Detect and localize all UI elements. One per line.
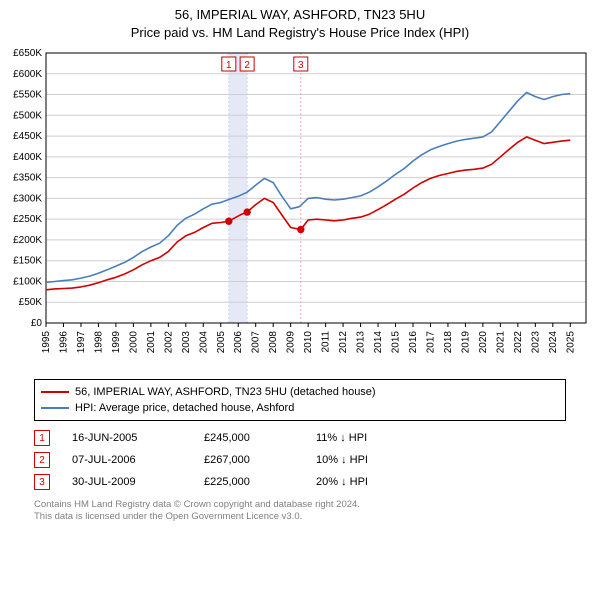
- sale-price: £267,000: [204, 454, 294, 466]
- svg-text:2005: 2005: [216, 331, 227, 354]
- svg-text:£550K: £550K: [13, 90, 42, 101]
- svg-text:2016: 2016: [408, 331, 419, 354]
- sale-marker-icon: 2: [34, 452, 50, 468]
- svg-text:2003: 2003: [181, 331, 192, 354]
- svg-text:2009: 2009: [286, 331, 297, 354]
- sale-diff: 11% ↓ HPI: [316, 432, 396, 444]
- sale-row: 1 16-JUN-2005 £245,000 11% ↓ HPI: [34, 427, 566, 449]
- sale-marker-icon: 3: [34, 474, 50, 490]
- sale-date: 07-JUL-2006: [72, 454, 182, 466]
- sale-diff: 10% ↓ HPI: [316, 454, 396, 466]
- svg-text:3: 3: [298, 60, 304, 71]
- svg-text:2000: 2000: [128, 331, 139, 354]
- svg-text:£250K: £250K: [13, 214, 42, 225]
- svg-text:1999: 1999: [111, 331, 122, 354]
- svg-text:1996: 1996: [58, 331, 69, 354]
- svg-text:1: 1: [226, 60, 232, 71]
- legend-swatch: [41, 407, 69, 409]
- sale-diff: 20% ↓ HPI: [316, 476, 396, 488]
- legend: 56, IMPERIAL WAY, ASHFORD, TN23 5HU (det…: [34, 379, 566, 421]
- svg-text:2006: 2006: [233, 331, 244, 354]
- chart-titles: 56, IMPERIAL WAY, ASHFORD, TN23 5HU Pric…: [0, 0, 600, 43]
- footer-line: This data is licensed under the Open Gov…: [34, 511, 566, 523]
- svg-text:£400K: £400K: [13, 152, 42, 163]
- svg-text:2019: 2019: [460, 331, 471, 354]
- svg-text:2007: 2007: [251, 331, 262, 354]
- svg-text:£300K: £300K: [13, 193, 42, 204]
- title-address: 56, IMPERIAL WAY, ASHFORD, TN23 5HU: [0, 6, 600, 24]
- svg-text:2025: 2025: [565, 331, 576, 354]
- svg-text:2010: 2010: [303, 331, 314, 354]
- svg-text:2020: 2020: [478, 331, 489, 354]
- svg-text:2011: 2011: [321, 331, 332, 353]
- legend-label: 56, IMPERIAL WAY, ASHFORD, TN23 5HU (det…: [75, 386, 376, 398]
- legend-swatch: [41, 391, 69, 393]
- svg-text:1995: 1995: [41, 331, 52, 354]
- svg-text:£600K: £600K: [13, 69, 42, 80]
- svg-text:2001: 2001: [146, 331, 157, 354]
- sale-row: 2 07-JUL-2006 £267,000 10% ↓ HPI: [34, 449, 566, 471]
- svg-text:£50K: £50K: [19, 297, 43, 308]
- sale-marker-icon: 1: [34, 430, 50, 446]
- svg-text:2024: 2024: [548, 331, 559, 354]
- svg-text:2018: 2018: [443, 331, 454, 354]
- svg-text:£150K: £150K: [13, 256, 42, 267]
- title-subtitle: Price paid vs. HM Land Registry's House …: [0, 24, 600, 42]
- svg-text:2015: 2015: [391, 331, 402, 354]
- svg-text:£100K: £100K: [13, 277, 42, 288]
- svg-text:£0: £0: [31, 318, 43, 329]
- sale-row: 3 30-JUL-2009 £225,000 20% ↓ HPI: [34, 471, 566, 493]
- sale-date: 30-JUL-2009: [72, 476, 182, 488]
- svg-text:2023: 2023: [530, 331, 541, 354]
- svg-text:£450K: £450K: [13, 131, 42, 142]
- svg-text:2013: 2013: [356, 331, 367, 354]
- svg-text:2012: 2012: [338, 331, 349, 354]
- sales-table: 1 16-JUN-2005 £245,000 11% ↓ HPI 2 07-JU…: [34, 427, 566, 493]
- legend-label: HPI: Average price, detached house, Ashf…: [75, 402, 294, 414]
- svg-text:£650K: £650K: [13, 48, 42, 59]
- svg-text:£350K: £350K: [13, 173, 42, 184]
- svg-text:2021: 2021: [495, 331, 506, 354]
- svg-text:1997: 1997: [76, 331, 87, 354]
- footer-line: Contains HM Land Registry data © Crown c…: [34, 499, 566, 511]
- sale-price: £225,000: [204, 476, 294, 488]
- svg-text:2017: 2017: [425, 331, 436, 354]
- svg-text:2008: 2008: [268, 331, 279, 354]
- svg-text:2: 2: [244, 60, 250, 71]
- footer-attribution: Contains HM Land Registry data © Crown c…: [34, 499, 566, 524]
- svg-text:£500K: £500K: [13, 110, 42, 121]
- price-chart: £0 £50K £100K £150K £200K £250K £300K £350K £400…: [0, 43, 600, 373]
- sale-date: 16-JUN-2005: [72, 432, 182, 444]
- svg-text:2022: 2022: [513, 331, 524, 354]
- svg-text:£200K: £200K: [13, 235, 42, 246]
- legend-item: 56, IMPERIAL WAY, ASHFORD, TN23 5HU (det…: [41, 384, 559, 400]
- svg-text:1998: 1998: [93, 331, 104, 354]
- svg-text:2002: 2002: [163, 331, 174, 354]
- legend-item: HPI: Average price, detached house, Ashf…: [41, 400, 559, 416]
- svg-text:2004: 2004: [198, 331, 209, 354]
- sale-price: £245,000: [204, 432, 294, 444]
- svg-text:2014: 2014: [373, 331, 384, 354]
